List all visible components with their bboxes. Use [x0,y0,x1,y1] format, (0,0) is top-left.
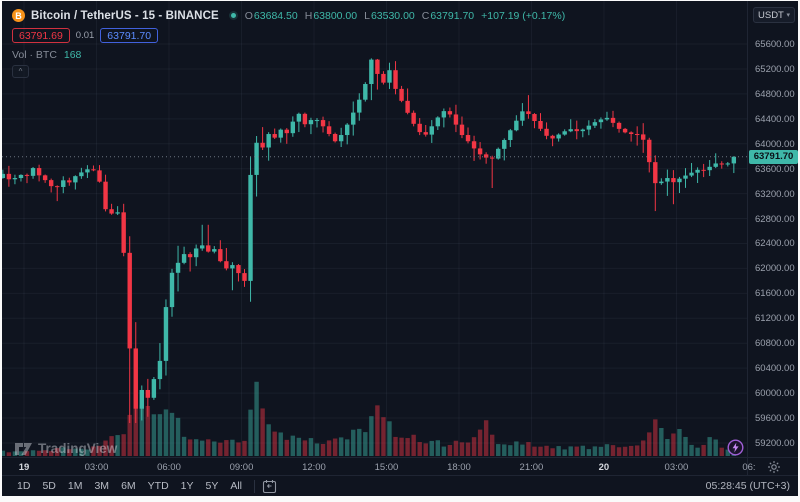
price-tick-label: 61600.00 [755,288,795,300]
chart-legend: B Bitcoin / TetherUS - 15 - BINANCE O636… [12,8,565,78]
ohlc-values: O63684.50 H63800.00 L63530.00 C63791.70 [245,10,474,22]
chevron-down-icon: ▾ [786,12,790,19]
currency-label: USDT [758,9,784,21]
price-tick-label: 65200.00 [755,63,795,75]
go-to-date-icon[interactable] [262,479,277,494]
price-tick-label: 60400.00 [755,363,795,375]
bid-price-button[interactable]: 63791.69 [12,28,70,43]
symbol-title[interactable]: Bitcoin / TetherUS - 15 - BINANCE [31,9,219,22]
time-tick-label: 20 [598,462,610,473]
price-tick-label: 63600.00 [755,163,795,175]
spread-value: 0.01 [75,30,95,41]
time-tick-label: 12:00 [302,462,326,473]
axis-settings-gear-icon[interactable] [767,460,781,474]
ohlc-item: O63684.50 [244,9,298,22]
collapse-legend-button[interactable]: ^ [12,65,29,78]
candlestick-series [2,58,737,424]
range-button-ytd[interactable]: YTD [147,480,169,492]
range-button-6m[interactable]: 6M [121,480,136,492]
price-tick-label: 64000.00 [755,138,795,150]
ohlc-item: L63530.00 [364,9,415,22]
toolbar-divider [254,479,256,493]
time-tick-label: 09:00 [229,462,254,473]
date-range-buttons: 1D 5D 1M 3M 6M YTD 1Y 5Y All [12,478,247,494]
currency-dropdown[interactable]: USDT ▾ [753,7,795,23]
time-axis[interactable]: 19 03:00 06:00 09:00 12:00 15:00 18:00 21:00 20 0… [2,457,798,476]
price-tick-label: 60000.00 [755,388,795,400]
time-tick-label: 19 [18,462,30,473]
price-axis[interactable]: USDT ▾ 63791.70 65600.00 65200.00 64800.00… [747,1,798,457]
price-tick-label: 59600.00 [755,413,795,425]
volume-value: 168 [63,49,82,61]
bitcoin-icon: B [12,9,25,22]
legend-quote-row: 63791.69 0.01 63791.70 [12,28,565,43]
price-tick-label: 64800.00 [755,88,795,100]
range-button-1m[interactable]: 1M [67,480,83,492]
price-tick-label: 64400.00 [755,113,795,125]
range-button-3m[interactable]: 3M [94,480,110,492]
volume-label: Vol · BTC [12,49,57,61]
time-tick-label: 21:00 [519,462,544,473]
time-tick-label: 15:00 [374,462,399,473]
ohlc-item: C63791.70 [421,9,475,22]
price-chart[interactable] [2,1,747,457]
last-price-label: 63791.70 [749,149,798,164]
time-tick-label: 06:00 [157,462,181,473]
market-status-dot-icon [230,13,236,18]
session-clock[interactable]: 05:28:45 (UTC+3) [705,480,790,492]
grid-lines [2,1,747,457]
time-tick-label: 06: [742,462,756,473]
price-change: +107.19 (+0.17%) [481,9,566,22]
price-tick-label: 62400.00 [755,238,795,250]
time-tick-label: 03:00 [84,462,109,473]
price-tick-label: 62000.00 [755,263,795,275]
range-button-5y[interactable]: 5Y [205,480,219,492]
price-tick-label: 60800.00 [755,338,795,350]
boost-flash-button[interactable] [727,439,744,456]
ask-price-button[interactable]: 63791.70 [100,28,159,43]
ohlc-item: H63800.00 [304,9,358,22]
range-button-1d[interactable]: 1D [17,480,31,492]
time-tick-label: 03:00 [664,462,689,473]
volume-series [2,380,737,456]
time-tick-label: 18:00 [447,462,471,473]
price-tick-label: 59200.00 [755,437,795,449]
legend-symbol-row: B Bitcoin / TetherUS - 15 - BINANCE O636… [12,8,565,23]
bottom-toolbar: 1D 5D 1M 3M 6M YTD 1Y 5Y All 05:28:45 (UTC+3) [2,475,798,496]
range-button-5d[interactable]: 5D [42,480,56,492]
price-tick-label: 63200.00 [755,188,795,200]
price-tick-label: 65600.00 [755,39,795,50]
volume-indicator-row: Vol · BTC 168 [12,49,565,61]
range-button-1y[interactable]: 1Y [180,480,194,492]
axis-corner-separator [747,458,748,476]
range-button-all[interactable]: All [230,480,243,492]
price-tick-label: 61200.00 [755,313,795,325]
price-tick-label: 62800.00 [755,213,795,225]
